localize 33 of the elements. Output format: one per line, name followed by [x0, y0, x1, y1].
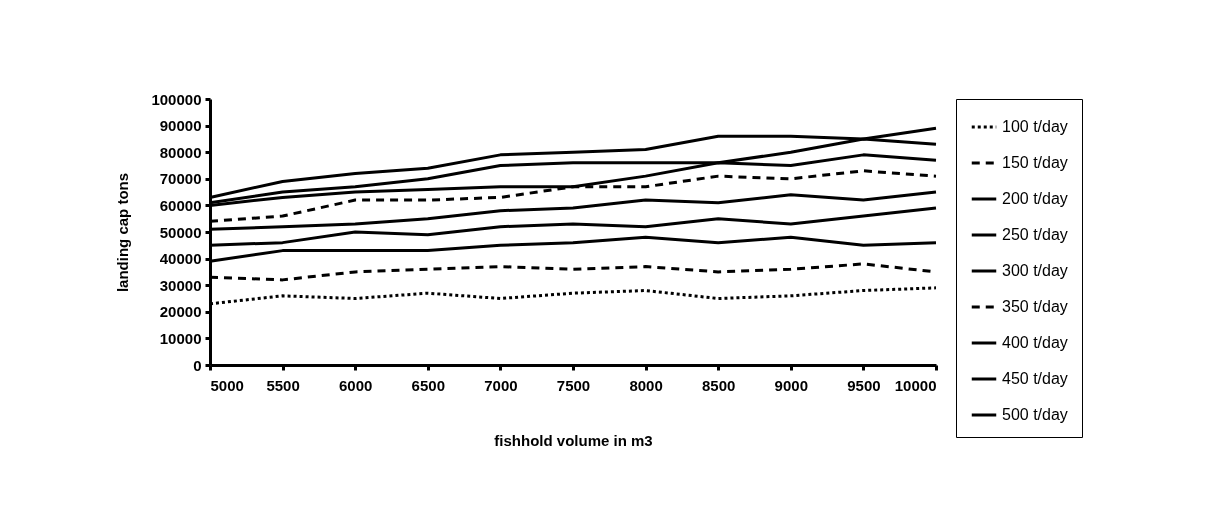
y-tick-label: 40000 [159, 250, 202, 268]
x-tick-label: 9500 [847, 376, 881, 394]
x-tick-label: 9000 [774, 376, 808, 394]
legend-label: 500 t/day [1002, 406, 1068, 423]
y-tick-label: 100000 [151, 90, 202, 108]
x-tick-label: 8000 [629, 376, 663, 394]
y-tick-label: 50000 [159, 223, 202, 241]
legend-label: 150 t/day [1002, 154, 1068, 171]
x-tick-label: 6500 [411, 376, 445, 394]
legend-label: 100 t/day [1002, 118, 1068, 135]
x-tick-label: 8500 [702, 376, 736, 394]
x-tick-label: 10000 [894, 376, 937, 394]
y-tick-label: 60000 [159, 196, 202, 214]
y-tick-label: 70000 [159, 170, 202, 188]
y-tick-label: 20000 [159, 303, 202, 321]
legend-label: 350 t/day [1002, 298, 1068, 315]
y-tick-label: 30000 [159, 276, 202, 294]
legend-label: 300 t/day [1002, 262, 1068, 279]
x-tick-label: 5500 [266, 376, 300, 394]
y-axis-title: landing cap tons [114, 172, 132, 293]
legend-label: 400 t/day [1002, 334, 1068, 351]
y-tick-label: 90000 [159, 117, 202, 135]
x-axis-title: fishhold volume in m3 [494, 431, 653, 449]
legend-label: 450 t/day [1002, 370, 1068, 387]
x-tick-label: 5000 [210, 376, 244, 394]
x-tick-label: 6000 [339, 376, 373, 394]
y-tick-label: 0 [193, 356, 202, 374]
legend-label: 200 t/day [1002, 190, 1068, 207]
x-tick-label: 7500 [556, 376, 591, 394]
y-tick-label: 80000 [159, 143, 202, 161]
legend-label: 250 t/day [1002, 226, 1068, 243]
y-tick-label: 10000 [159, 329, 202, 347]
x-tick-label: 7000 [484, 376, 518, 394]
